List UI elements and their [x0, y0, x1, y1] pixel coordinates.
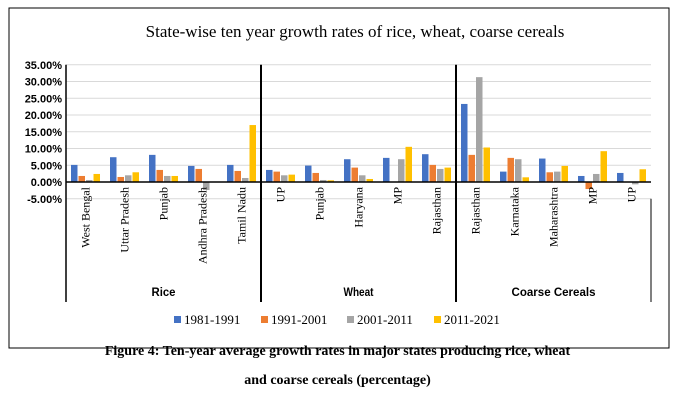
figure-caption-line1: Figure 4: Ten-year average growth rates … [104, 344, 571, 359]
category-label: Rajasthan [469, 187, 483, 234]
bar-1981-1991 [383, 157, 390, 182]
bar-1991-2001 [195, 168, 202, 182]
y-tick-label: -5.00% [27, 194, 62, 206]
legend-swatch [347, 316, 354, 323]
group-label: Rice [152, 285, 176, 299]
y-tick-label: 5.00% [31, 160, 62, 172]
bar-2011-2021 [171, 175, 178, 182]
bar-2001-2011 [398, 159, 405, 182]
bar-2001-2011 [632, 182, 639, 185]
bar-2011-2021 [600, 151, 607, 182]
bar-1981-1991 [344, 159, 351, 182]
category-label: Haryana [352, 186, 366, 227]
bar-2001-2011 [437, 168, 444, 182]
bar-1991-2001 [156, 169, 163, 182]
category-label: Punjab [313, 187, 327, 220]
bar-2001-2011 [242, 177, 249, 182]
category-label: MP [586, 187, 600, 205]
bar-1981-1991 [227, 164, 234, 182]
category-label: Punjab [157, 187, 171, 220]
bar-2011-2021 [366, 178, 373, 182]
bar-2011-2021 [132, 172, 139, 182]
bar-1991-2001 [312, 172, 319, 182]
category-label: UP [274, 187, 288, 203]
bar-1991-2001 [351, 167, 358, 182]
legend-label: 1991-2001 [271, 312, 327, 327]
bar-2001-2011 [359, 175, 366, 182]
bar-1991-2001 [546, 172, 553, 182]
legend-label: 2001-2011 [357, 312, 413, 327]
bar-2011-2021 [444, 167, 451, 182]
y-tick-label: 30.00% [25, 77, 63, 89]
bar-2011-2021 [405, 146, 412, 182]
bar-1981-1991 [422, 154, 429, 182]
category-label: Tamil Nadu [235, 187, 249, 244]
bar-2011-2021 [327, 180, 334, 182]
bar-2001-2011 [203, 182, 210, 191]
category-label: Karnataka [508, 186, 522, 236]
bar-1981-1991 [149, 154, 156, 182]
bar-1981-1991 [305, 165, 312, 182]
bar-2011-2021 [522, 177, 529, 182]
bar-2001-2011 [164, 175, 171, 182]
legend-label: 2011-2021 [444, 312, 500, 327]
y-tick-label: 0.00% [31, 177, 62, 189]
bar-1981-1991 [266, 169, 273, 182]
chart-title: State-wise ten year growth rates of rice… [146, 22, 565, 41]
bar-1991-2001 [273, 171, 280, 182]
category-label: Uttar Pradesh [118, 187, 132, 253]
bar-1981-1991 [539, 158, 546, 182]
bar-1991-2001 [429, 164, 436, 182]
bar-1991-2001 [234, 170, 241, 182]
bar-1981-1991 [188, 165, 195, 182]
bar-1991-2001 [585, 182, 592, 190]
bar-1981-1991 [578, 175, 585, 182]
y-tick-label: 15.00% [25, 127, 63, 139]
category-label: Andhra Pradesh [196, 187, 210, 264]
y-tick-label: 25.00% [25, 93, 63, 105]
legend-swatch [174, 316, 181, 323]
y-tick-label: 20.00% [25, 110, 63, 122]
bar-1991-2001 [78, 175, 85, 182]
legend-swatch [434, 316, 441, 323]
category-label: Maharashtra [547, 186, 561, 247]
bar-2011-2021 [288, 174, 295, 182]
bar-2011-2021 [249, 125, 256, 182]
bar-2011-2021 [561, 165, 568, 182]
bar-2001-2011 [476, 77, 483, 182]
y-tick-label: 10.00% [25, 144, 63, 156]
bar-2001-2011 [281, 175, 288, 182]
figure-caption-line2: and coarse cereals (percentage) [244, 373, 431, 388]
bar-1991-2001 [117, 176, 124, 182]
chart-border [8, 7, 670, 349]
category-label: MP [391, 187, 405, 205]
bar-2001-2011 [125, 175, 132, 182]
bar-2001-2011 [515, 159, 522, 182]
bar-2011-2021 [93, 173, 100, 182]
bar-2001-2011 [554, 171, 561, 182]
category-label: West Bengal [79, 186, 93, 247]
legend-label: 1981-1991 [184, 312, 240, 327]
bar-1991-2001 [507, 157, 514, 182]
bar-2001-2011 [320, 179, 327, 182]
bar-1981-1991 [461, 103, 468, 182]
bar-1981-1991 [500, 171, 507, 182]
bar-1991-2001 [468, 154, 475, 182]
group-label: Coarse Cereals [512, 285, 596, 299]
bar-1981-1991 [110, 157, 117, 182]
bar-1981-1991 [617, 172, 624, 182]
category-label: Rajasthan [430, 187, 444, 234]
bar-1981-1991 [71, 164, 78, 182]
y-tick-label: 35.00% [25, 60, 63, 72]
bar-2011-2021 [639, 169, 646, 182]
legend-swatch [261, 316, 268, 323]
bar-2011-2021 [483, 147, 490, 182]
bar-2001-2011 [593, 173, 600, 182]
bar-2001-2011 [86, 179, 93, 182]
category-label: UP [625, 187, 639, 203]
group-label: Wheat [344, 285, 374, 299]
